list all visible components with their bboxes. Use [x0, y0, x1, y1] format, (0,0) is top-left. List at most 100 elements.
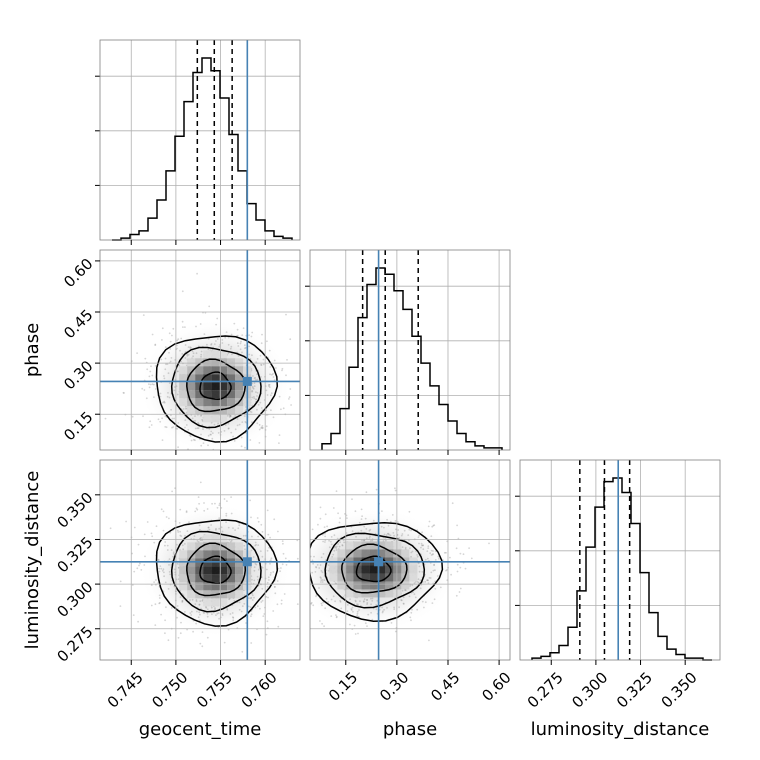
scatter-point	[259, 607, 261, 610]
scatter-point	[211, 613, 213, 616]
scatter-point	[217, 422, 220, 425]
scatter-point	[207, 526, 210, 529]
scatter-point	[281, 367, 284, 370]
scatter-point	[190, 614, 193, 616]
density-cell	[219, 566, 228, 575]
scatter-point	[184, 357, 187, 359]
density-cell	[227, 358, 236, 367]
scatter-point	[310, 602, 313, 605]
scatter-point	[251, 594, 254, 597]
scatter-point	[195, 599, 198, 601]
scatter-point	[319, 517, 322, 520]
scatter-point	[240, 445, 243, 448]
scatter-point	[280, 602, 283, 605]
scatter-point	[171, 426, 173, 429]
x-axis-label-geocent_time: geocent_time	[139, 719, 262, 740]
density-cell	[211, 350, 220, 359]
density-cell	[345, 581, 354, 590]
scatter-point	[243, 602, 246, 605]
scatter-point	[408, 510, 411, 513]
scatter-point	[366, 603, 368, 605]
scatter-point	[201, 631, 204, 633]
density-cell	[329, 573, 338, 582]
scatter-point	[429, 577, 432, 579]
density-cell	[369, 549, 378, 558]
scatter-point	[324, 513, 327, 516]
truth-marker	[242, 557, 252, 567]
scatter-point	[259, 354, 262, 357]
density-cell	[179, 582, 188, 591]
scatter-point	[141, 387, 144, 390]
scatter-point	[313, 555, 315, 558]
scatter-point	[249, 597, 252, 600]
scatter-point	[144, 555, 146, 558]
density-cell	[377, 573, 386, 582]
scatter-point	[346, 517, 348, 519]
scatter-point	[408, 595, 411, 598]
scatter-point	[169, 573, 172, 576]
scatter-point	[186, 353, 189, 356]
density-cell	[227, 366, 236, 375]
scatter-point	[166, 363, 169, 365]
scatter-point	[259, 401, 262, 404]
scatter-point	[208, 528, 211, 531]
scatter-point	[256, 517, 259, 519]
scatter-point	[286, 359, 288, 361]
scatter-point	[142, 415, 144, 418]
scatter-point	[199, 481, 202, 484]
density-cell	[195, 390, 204, 399]
scatter-point	[356, 614, 358, 617]
density-cell	[401, 549, 410, 558]
scatter-point	[236, 424, 239, 427]
scatter-point	[244, 446, 246, 449]
scatter-point	[307, 545, 309, 547]
scatter-point	[214, 502, 216, 505]
scatter-point	[310, 601, 313, 604]
scatter-point	[333, 534, 336, 537]
scatter-point	[185, 424, 188, 426]
scatter-point	[210, 524, 213, 526]
scatter-point	[262, 363, 265, 366]
scatter-point	[416, 555, 419, 558]
scatter-point	[427, 579, 429, 582]
scatter-point	[216, 506, 219, 509]
scatter-point	[383, 608, 385, 611]
scatter-point	[255, 398, 257, 401]
density-cell	[179, 574, 188, 583]
scatter-point	[256, 392, 259, 394]
scatter-point	[289, 587, 291, 589]
scatter-point	[417, 562, 420, 565]
scatter-point	[132, 614, 135, 616]
scatter-point	[433, 563, 435, 566]
truth-marker	[374, 557, 384, 567]
scatter-point	[177, 370, 179, 373]
scatter-point	[339, 517, 341, 520]
scatter-point	[140, 569, 143, 571]
scatter-point	[176, 562, 179, 565]
density-cell	[211, 414, 220, 423]
scatter-point	[308, 558, 310, 560]
scatter-point	[211, 437, 214, 440]
scatter-point	[211, 502, 214, 505]
scatter-point	[179, 412, 181, 414]
scatter-point	[335, 615, 338, 618]
scatter-point	[270, 572, 272, 574]
scatter-point	[256, 422, 259, 425]
scatter-point	[189, 599, 191, 601]
density-cell	[179, 398, 188, 407]
scatter-point	[230, 333, 233, 336]
scatter-point	[385, 534, 388, 537]
scatter-point	[363, 525, 366, 528]
scatter-point	[232, 435, 235, 438]
scatter-point	[188, 434, 191, 436]
scatter-point	[429, 552, 432, 555]
scatter-point	[433, 564, 435, 566]
scatter-point	[182, 548, 185, 551]
scatter-point	[199, 642, 202, 645]
scatter-point	[192, 630, 195, 633]
scatter-point	[250, 613, 253, 616]
scatter-point	[194, 603, 197, 605]
density-cell	[203, 350, 212, 359]
contour-level-2	[341, 543, 408, 594]
